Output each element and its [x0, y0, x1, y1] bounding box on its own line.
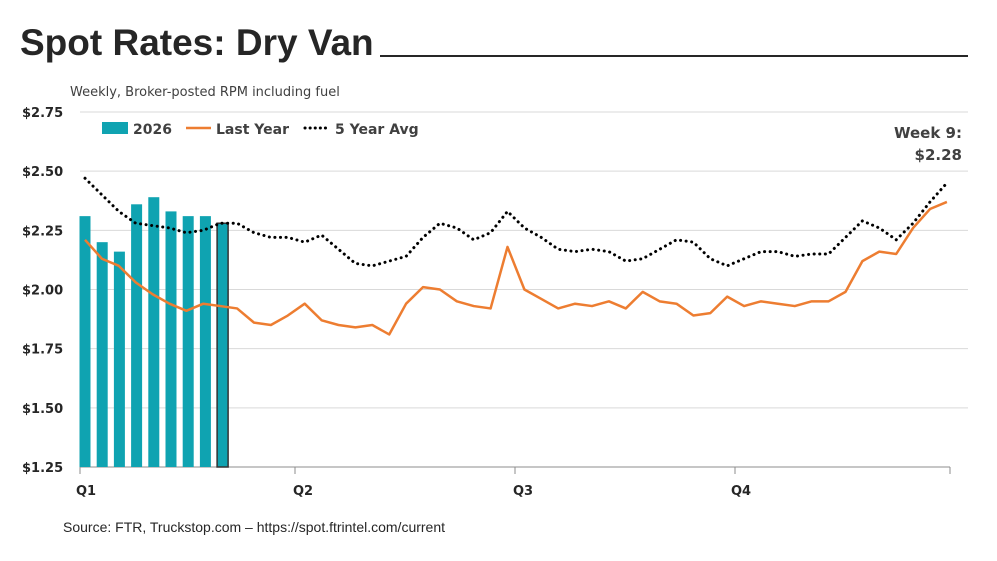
legend-label-2026: 2026: [133, 122, 172, 138]
y-tick-label: $2.00: [22, 284, 63, 299]
bar-2026: [96, 242, 108, 467]
annotation-week: Week 9:: [894, 124, 962, 142]
bar-2026: [182, 216, 194, 467]
y-tick-label: $1.50: [22, 402, 63, 417]
source-note: Source: FTR, Truckstop.com – https://spo…: [63, 519, 446, 535]
bar-2026: [199, 216, 211, 467]
legend-label-last-year: Last Year: [216, 122, 289, 138]
x-tick-label: Q4: [731, 484, 751, 499]
bar-2026: [131, 204, 143, 468]
x-tick-label: Q1: [76, 484, 96, 499]
bar-2026: [79, 216, 91, 467]
x-tick-label: Q3: [513, 484, 533, 499]
line-5-year-avg: [83, 176, 949, 268]
y-tick-label: $2.75: [22, 106, 63, 121]
y-tick-label: $1.75: [22, 343, 63, 358]
x-tick-label: Q2: [293, 484, 313, 499]
bar-2026: [216, 222, 229, 468]
legend-label-5-year-avg: 5 Year Avg: [335, 122, 419, 138]
y-tick-label: $2.25: [22, 224, 63, 239]
title-underline: [380, 55, 968, 57]
legend-swatch-2026: [102, 122, 128, 134]
y-tick-label: $2.50: [22, 165, 63, 180]
chart-subtitle: Weekly, Broker-posted RPM including fuel: [70, 85, 340, 100]
annotation-value: $2.28: [915, 146, 962, 164]
y-tick-label: $1.25: [22, 461, 63, 476]
bar-2026: [165, 211, 177, 467]
chart-title: Spot Rates: Dry Van: [20, 22, 374, 63]
bar-2026: [113, 251, 125, 467]
line-last-year: [84, 200, 948, 336]
bar-2026: [148, 197, 160, 467]
